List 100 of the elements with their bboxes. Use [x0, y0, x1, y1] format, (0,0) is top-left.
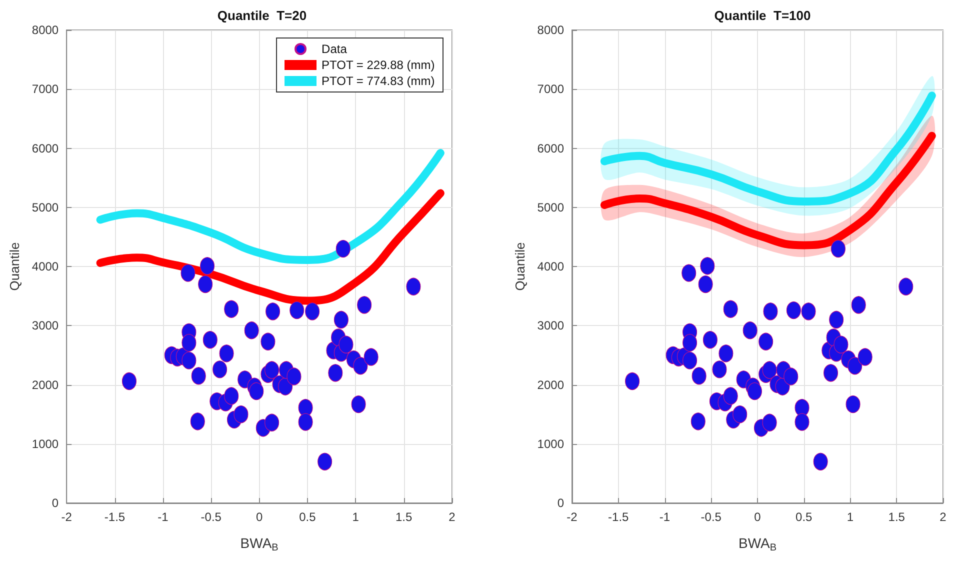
x-tick-label: 1 — [846, 510, 854, 524]
x-tick-label: -2 — [61, 510, 72, 524]
point — [702, 331, 718, 349]
x-tick-label: -1 — [659, 510, 670, 524]
point — [351, 395, 366, 414]
point — [858, 348, 872, 366]
point — [200, 257, 215, 275]
point — [732, 406, 748, 424]
x-tick-label: -1.5 — [104, 510, 126, 524]
x-tick-label: 2 — [940, 510, 947, 524]
point — [763, 302, 778, 320]
point — [762, 414, 777, 432]
legend-label: PTOT = 229.88 (mm) — [322, 58, 435, 72]
x-tick-label: -2 — [566, 510, 578, 524]
point — [747, 382, 762, 400]
x-tick-label: -0.5 — [700, 510, 722, 524]
x-tick-label: -0.5 — [200, 510, 222, 524]
point — [249, 382, 264, 400]
point — [682, 334, 698, 352]
point — [224, 300, 239, 318]
point — [364, 348, 378, 366]
y-tick-label: 3000 — [537, 318, 564, 333]
point — [334, 310, 348, 329]
x-tick-label: -1 — [158, 510, 169, 524]
point — [198, 275, 213, 294]
y-tick-label: 0 — [557, 496, 564, 510]
point — [846, 395, 860, 414]
y-tick-label: 5000 — [537, 200, 564, 214]
y-tick-label: 3000 — [32, 318, 59, 333]
chart-title: Quantile T=100 — [714, 8, 811, 23]
x-tick-label: -1.5 — [608, 510, 630, 524]
x-tick-label: 1 — [352, 510, 360, 524]
point — [190, 412, 205, 430]
legend-label: PTOT = 774.83 (mm) — [322, 74, 435, 88]
point — [692, 367, 706, 385]
point — [700, 257, 715, 275]
point — [212, 360, 228, 378]
point — [682, 264, 696, 282]
point — [698, 275, 713, 294]
point — [328, 364, 343, 382]
point — [336, 240, 350, 258]
x-tick-label: 1.5 — [395, 510, 412, 524]
point — [264, 414, 280, 432]
point — [829, 310, 844, 329]
point — [851, 296, 866, 314]
x-tick-label: 0.5 — [796, 510, 813, 524]
point — [338, 336, 354, 354]
point — [898, 278, 914, 296]
point — [690, 412, 706, 430]
y-tick-label: 2000 — [32, 378, 59, 392]
y-tick-label: 4000 — [537, 260, 564, 274]
y-tick-label: 8000 — [537, 23, 564, 37]
point — [286, 368, 302, 386]
point — [305, 302, 320, 320]
point — [278, 378, 293, 396]
y-tick-label: 2000 — [537, 378, 564, 392]
y-tick-label: 6000 — [32, 141, 59, 156]
x-tick-label: 0.5 — [299, 510, 316, 524]
point — [318, 452, 332, 470]
point — [260, 332, 276, 350]
point — [742, 322, 758, 340]
point — [298, 413, 313, 431]
y-tick-label: 8000 — [32, 23, 59, 37]
y-tick-label: 7000 — [537, 82, 564, 96]
point — [723, 300, 738, 318]
point — [202, 331, 218, 349]
y-tick-label: 7000 — [32, 82, 59, 96]
point — [180, 264, 196, 282]
x-tick-label: 0 — [754, 510, 762, 524]
point — [762, 361, 777, 379]
y-tick-label: 5000 — [32, 200, 59, 214]
point — [758, 332, 774, 350]
chart-title: Quantile T=20 — [217, 8, 307, 23]
x-tick-label: 2 — [448, 510, 456, 524]
point — [264, 361, 280, 379]
point — [813, 452, 828, 470]
y-tick-label: 4000 — [32, 260, 59, 274]
point — [266, 302, 280, 320]
point — [625, 372, 640, 390]
x-tick-label: 0 — [256, 510, 263, 524]
y-tick-label: 1000 — [537, 436, 564, 451]
y-axis-title: Quantile — [512, 242, 528, 291]
point — [406, 278, 421, 296]
point — [234, 406, 248, 424]
y-axis-title: Quantile — [7, 242, 22, 291]
point — [682, 352, 698, 370]
point — [712, 360, 727, 378]
point — [794, 413, 810, 431]
point — [830, 240, 846, 258]
point — [182, 352, 196, 370]
point — [718, 344, 734, 362]
point — [723, 387, 738, 405]
point — [122, 372, 137, 390]
point — [219, 344, 234, 362]
point — [290, 301, 304, 320]
x-tick-label: 1.5 — [888, 510, 906, 524]
point — [244, 322, 259, 340]
y-tick-label: 6000 — [537, 141, 564, 156]
point — [353, 357, 368, 375]
point — [357, 296, 372, 314]
